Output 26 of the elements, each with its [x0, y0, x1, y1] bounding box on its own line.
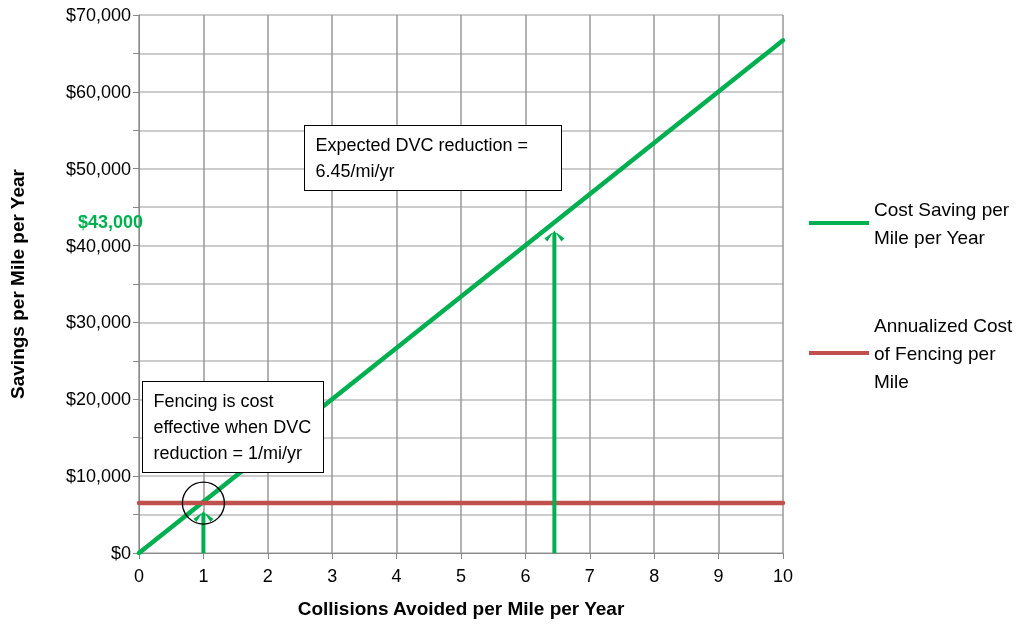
y-tick-label: $10,000: [65, 466, 131, 487]
annotation: Fencing is cost effective when DVC reduction = 1/mi/yr: [142, 381, 325, 474]
x-tick-label: 7: [584, 566, 595, 586]
annotation: $43,000: [78, 212, 144, 233]
y-tick-label: $70,000: [65, 5, 131, 25]
legend-label: Cost Saving per Mile per Year: [874, 198, 1015, 248]
x-tick-label: 4: [391, 566, 402, 586]
annotation: Expected DVC reduction = 6.45/mi/yr: [304, 124, 563, 191]
x-tick-label: 9: [713, 566, 724, 586]
y-tick-label: $20,000: [65, 389, 131, 410]
y-tick-label: $30,000: [65, 312, 131, 333]
x-tick-label: 1: [198, 566, 209, 586]
x-tick-label: 0: [133, 566, 145, 586]
legend-label: Annualized Cost of Fencing per Mile: [874, 314, 1018, 392]
y-axis-title: Savings per Mile per Year: [7, 168, 28, 399]
y-tick-label: $60,000: [65, 81, 131, 102]
x-tick-label: 10: [772, 566, 794, 586]
y-tick-label: $50,000: [65, 158, 131, 179]
x-axis-title: Collisions Avoided per Mile per Year: [297, 598, 625, 619]
x-tick-label: 5: [455, 566, 467, 586]
x-tick-label: 8: [649, 566, 660, 586]
x-tick-label: 3: [327, 566, 338, 586]
x-tick-label: 6: [520, 566, 531, 586]
y-tick-label: $40,000: [65, 235, 131, 256]
x-tick-label: 2: [262, 566, 273, 586]
y-tick-label: $0: [110, 543, 131, 563]
